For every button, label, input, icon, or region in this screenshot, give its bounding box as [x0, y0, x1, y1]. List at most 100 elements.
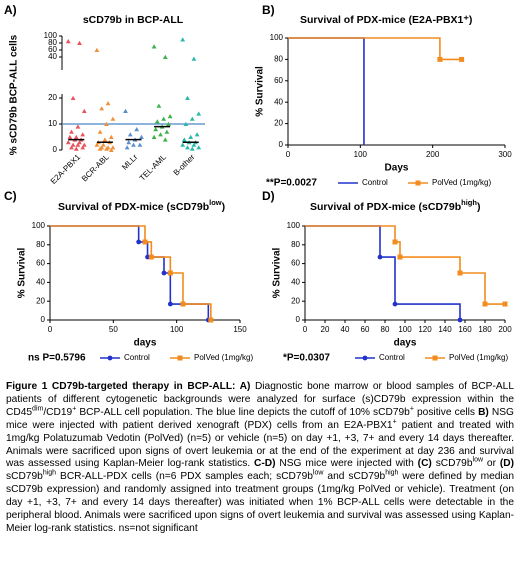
curve-marker: [208, 317, 214, 323]
y-tick-label: 100: [32, 221, 46, 230]
curve-marker: [377, 254, 383, 260]
data-point: [151, 134, 157, 139]
panel-title: Survival of PDX-mice (E2A-PBX1⁺): [300, 14, 472, 26]
data-point: [97, 146, 103, 151]
data-point: [70, 95, 76, 100]
data-point: [99, 106, 105, 111]
data-point: [108, 147, 114, 152]
legend-marker: [362, 355, 368, 361]
caption-text: /CD19: [43, 406, 73, 418]
title-text: Survival of PDX-mice (E2A-PBX1⁺): [300, 14, 472, 26]
caption-text: Figure 1 CD79b-targeted therapy in BCP-A…: [6, 381, 251, 392]
data-point: [194, 132, 200, 137]
data-point: [123, 108, 128, 113]
data-point: [65, 39, 71, 44]
figure-panels: A) sCD79b in BCP-ALL % sCD79b BCP-ALL cell…: [4, 3, 512, 364]
data-point: [180, 37, 186, 42]
panel-label: B): [262, 3, 275, 17]
x-tick-label: 60: [361, 325, 370, 334]
data-point: [70, 142, 76, 147]
x-tick-label: 20: [321, 325, 330, 334]
title-text: ): [477, 201, 481, 213]
caption-text: high: [42, 469, 57, 477]
data-point: [77, 40, 82, 45]
x-tick-label: TEL-AML: [138, 152, 169, 183]
data-point: [65, 140, 71, 145]
data-point: [154, 119, 160, 124]
caption-text: +: [72, 405, 77, 413]
x-tick-label: B-other: [172, 152, 197, 177]
data-point: [188, 134, 194, 139]
y-tick-label: 40: [36, 278, 45, 287]
data-point: [104, 146, 109, 151]
caption-text: BCP-ALL cell population. The blue line d…: [76, 406, 410, 418]
curve-marker: [437, 56, 443, 62]
legend-marker: [432, 355, 438, 361]
survival-curve: [288, 37, 365, 145]
legend-label: PolVed (1mg/kg): [449, 353, 508, 362]
data-point: [164, 129, 170, 134]
data-point: [75, 142, 81, 147]
data-point: [69, 129, 74, 134]
legend-marker: [415, 180, 421, 186]
y-tick-label: 20: [48, 93, 57, 102]
caption-text: patient and treated with 1mg/kg Polatuzu…: [6, 419, 514, 470]
data-point: [161, 116, 167, 121]
curve-marker: [167, 301, 173, 307]
x-tick-label: 150: [233, 325, 247, 334]
y-tick-label: 100: [270, 33, 284, 42]
data-point: [183, 121, 189, 126]
y-tick-label: 20: [274, 119, 283, 128]
panel-label: A): [4, 3, 17, 17]
curve-marker: [161, 270, 167, 276]
x-tick-label: 100: [398, 325, 412, 334]
survival-curve: [50, 225, 212, 320]
survival-curve: [288, 37, 462, 61]
caption-text: sCD79b: [431, 458, 473, 470]
data-point: [191, 56, 197, 61]
x-axis-label: Days: [385, 163, 409, 174]
legend-label: Control: [362, 178, 388, 187]
title-text: Survival of PDX-mice (sCD79b: [310, 201, 461, 213]
x-tick-label: 80: [381, 325, 390, 334]
title-text: ): [222, 201, 226, 213]
y-tick-label: 60: [291, 259, 300, 268]
data-point: [167, 114, 173, 119]
y-tick-label: 40: [274, 97, 283, 106]
y-axis-label: % Survival: [255, 66, 266, 117]
y-tick-label: 60: [274, 76, 283, 85]
caption-text: C-D): [254, 458, 276, 470]
data-point: [131, 142, 136, 147]
curve-marker: [145, 254, 150, 260]
x-axis-label: days: [134, 338, 157, 349]
data-point: [137, 142, 143, 147]
legend-label: PolVed (1mg/kg): [432, 178, 491, 187]
y-tick-label: 20: [36, 296, 45, 305]
y-tick-label: 40: [48, 52, 57, 61]
data-point: [110, 116, 116, 121]
panel-label: D): [262, 189, 275, 203]
data-point: [104, 121, 109, 126]
y-tick-label: 80: [48, 38, 57, 47]
caption-text: sCD79b: [6, 471, 43, 483]
x-tick-label: 40: [341, 325, 350, 334]
y-axis-label: % Survival: [272, 247, 283, 298]
data-point: [67, 134, 73, 139]
data-point: [80, 145, 86, 150]
panel-title: sCD79b in BCP-ALL: [83, 14, 184, 26]
data-point: [105, 101, 111, 106]
curve-marker: [459, 56, 465, 62]
data-point: [80, 132, 86, 137]
data-point: [126, 140, 132, 145]
data-point: [100, 142, 106, 147]
data-point: [124, 145, 130, 150]
x-tick-label: 100: [354, 150, 368, 159]
p-value: *P=0.0307: [283, 353, 330, 364]
data-point: [110, 145, 116, 150]
curve-marker: [392, 301, 398, 307]
x-tick-label: 200: [426, 150, 440, 159]
data-point: [134, 127, 140, 132]
curve-marker: [457, 317, 463, 323]
curve-marker: [180, 301, 186, 307]
